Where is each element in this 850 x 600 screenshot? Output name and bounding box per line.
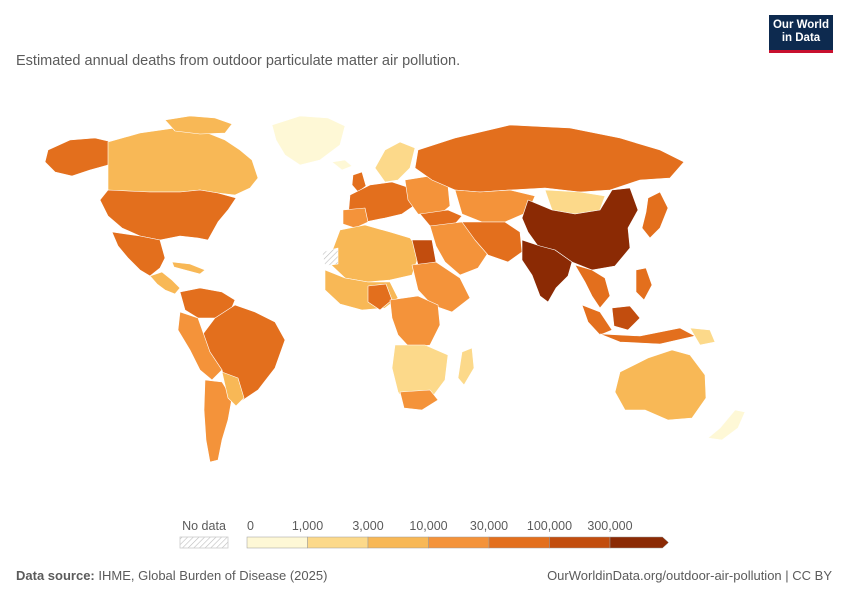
color-legend: No data 0 1,000 3,000 10,000 30,000 100,000 30… xyxy=(179,519,669,549)
region-arctic-islands[interactable] xyxy=(164,115,233,135)
region-china[interactable] xyxy=(521,187,639,271)
region-indonesia-east[interactable] xyxy=(599,327,696,345)
data-source-value: IHME, Global Burden of Disease (2025) xyxy=(94,568,328,583)
legend-bin-1[interactable] xyxy=(307,536,369,549)
data-source-label: Data source: xyxy=(16,568,95,583)
legend-no-data-swatch xyxy=(179,536,229,549)
region-iran-pakistan[interactable] xyxy=(461,221,523,263)
region-southeast-asia[interactable] xyxy=(574,264,611,309)
region-andean[interactable] xyxy=(177,311,223,381)
region-india[interactable] xyxy=(521,239,573,303)
region-iberia[interactable] xyxy=(342,207,369,229)
region-mexico[interactable] xyxy=(111,231,166,277)
data-source: Data source: IHME, Global Burden of Dise… xyxy=(16,568,327,583)
legend-tick-3: 10,000 xyxy=(409,519,447,533)
legend-bin-6[interactable] xyxy=(609,536,669,549)
legend-bin-4[interactable] xyxy=(488,536,550,549)
region-caribbean[interactable] xyxy=(171,261,206,275)
region-turkey[interactable] xyxy=(419,209,463,227)
region-scandinavia[interactable] xyxy=(374,141,416,183)
region-new-zealand[interactable] xyxy=(707,409,746,441)
region-canada[interactable] xyxy=(107,127,259,196)
region-indonesia-borneo[interactable] xyxy=(611,305,641,331)
chart-subtitle: Estimated annual deaths from outdoor par… xyxy=(16,53,461,69)
legend-bin-0[interactable] xyxy=(246,536,308,549)
legend-tick-6: 300,000 xyxy=(587,519,632,533)
region-western-sahara[interactable] xyxy=(321,247,339,267)
region-nigeria[interactable] xyxy=(367,283,393,311)
logo-line-2: in Data xyxy=(781,32,821,44)
legend-bin-5[interactable] xyxy=(549,536,611,549)
region-paraguay-uruguay[interactable] xyxy=(221,371,245,407)
legend-tick-4: 30,000 xyxy=(470,519,508,533)
region-japan[interactable] xyxy=(641,191,669,239)
legend-tick-5: 100,000 xyxy=(527,519,572,533)
region-north-africa[interactable] xyxy=(327,224,421,283)
logo-line-1: Our World xyxy=(772,19,829,31)
world-map[interactable] xyxy=(0,100,850,490)
region-south-africa[interactable] xyxy=(399,389,439,411)
legend-bin-3[interactable] xyxy=(428,536,490,549)
legend-bin-2[interactable] xyxy=(367,536,429,549)
legend-no-data-label: No data xyxy=(182,519,226,533)
owid-logo[interactable]: Our World in Data xyxy=(769,15,833,53)
region-russia[interactable] xyxy=(414,124,685,193)
region-madagascar[interactable] xyxy=(457,347,475,386)
source-url-link[interactable]: OurWorldinData.org/outdoor-air-pollution… xyxy=(547,568,832,583)
legend-tick-1: 1,000 xyxy=(292,519,323,533)
region-png[interactable] xyxy=(689,327,716,346)
region-usa[interactable] xyxy=(99,189,237,241)
region-central-africa[interactable] xyxy=(389,295,441,349)
legend-tick-0: 0 xyxy=(247,519,254,533)
region-alaska[interactable] xyxy=(44,137,113,177)
region-australia[interactable] xyxy=(614,349,707,421)
region-east-africa[interactable] xyxy=(411,261,471,313)
region-central-america[interactable] xyxy=(149,271,181,295)
region-philippines[interactable] xyxy=(635,267,653,301)
region-greenland[interactable] xyxy=(271,115,346,166)
region-indonesia[interactable] xyxy=(581,304,613,336)
region-iceland[interactable] xyxy=(331,159,353,171)
legend-tick-2: 3,000 xyxy=(352,519,383,533)
